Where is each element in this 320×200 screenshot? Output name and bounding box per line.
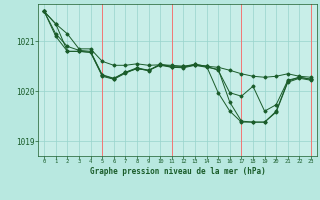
X-axis label: Graphe pression niveau de la mer (hPa): Graphe pression niveau de la mer (hPa) [90,167,266,176]
